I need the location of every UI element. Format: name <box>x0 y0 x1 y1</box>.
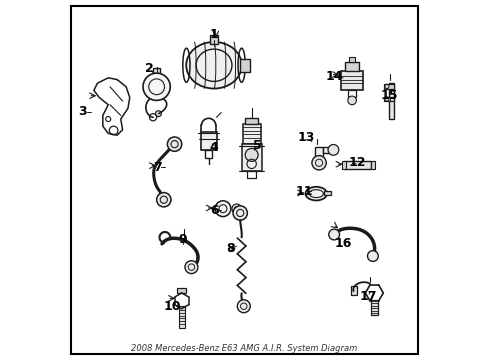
Bar <box>201 132 216 149</box>
Text: 11: 11 <box>295 185 313 198</box>
Circle shape <box>233 206 247 220</box>
Circle shape <box>327 144 338 155</box>
Text: 14: 14 <box>325 69 342 82</box>
Bar <box>350 286 356 295</box>
Bar <box>370 161 374 169</box>
Bar <box>179 306 184 328</box>
Text: 6: 6 <box>210 204 219 217</box>
Bar <box>204 149 212 158</box>
Circle shape <box>231 204 241 213</box>
Bar <box>210 35 218 44</box>
Circle shape <box>142 73 170 100</box>
Bar <box>341 71 362 90</box>
Bar <box>370 300 377 315</box>
Text: 2008 Mercedes-Benz E63 AMG A.I.R. System Diagram: 2008 Mercedes-Benz E63 AMG A.I.R. System… <box>131 344 357 353</box>
Text: 15: 15 <box>380 89 398 102</box>
Bar <box>314 147 323 163</box>
Text: 9: 9 <box>178 233 187 246</box>
Bar <box>242 125 260 144</box>
Bar <box>348 57 354 62</box>
Bar <box>244 118 258 125</box>
Circle shape <box>215 201 230 217</box>
Text: 17: 17 <box>359 290 376 303</box>
Bar <box>239 59 249 72</box>
Bar <box>344 62 359 71</box>
Bar <box>322 147 333 153</box>
Text: 3: 3 <box>78 105 86 118</box>
Circle shape <box>244 148 258 161</box>
Bar <box>344 161 370 168</box>
Bar <box>383 97 393 101</box>
Text: 5: 5 <box>252 139 261 152</box>
Text: 1: 1 <box>209 28 218 41</box>
Ellipse shape <box>305 187 326 201</box>
Text: 16: 16 <box>334 237 351 250</box>
Bar <box>388 83 393 119</box>
Text: 2: 2 <box>145 62 154 75</box>
Bar <box>348 90 355 97</box>
Bar <box>153 68 160 74</box>
Circle shape <box>156 193 171 207</box>
Bar <box>341 161 345 169</box>
Text: 13: 13 <box>297 131 315 144</box>
Circle shape <box>328 229 339 240</box>
Circle shape <box>347 96 356 105</box>
Text: 4: 4 <box>209 141 218 154</box>
Bar <box>177 288 186 293</box>
Circle shape <box>237 300 250 313</box>
Circle shape <box>167 137 182 151</box>
Text: 7: 7 <box>153 161 162 174</box>
Circle shape <box>311 156 325 170</box>
Bar <box>383 84 393 89</box>
Bar <box>324 192 330 195</box>
Text: 10: 10 <box>163 300 181 313</box>
Bar <box>247 171 255 178</box>
Ellipse shape <box>186 42 241 89</box>
Text: 8: 8 <box>226 242 235 255</box>
Bar <box>241 144 261 171</box>
Text: 12: 12 <box>348 156 366 169</box>
Circle shape <box>367 251 378 261</box>
Circle shape <box>184 261 198 274</box>
